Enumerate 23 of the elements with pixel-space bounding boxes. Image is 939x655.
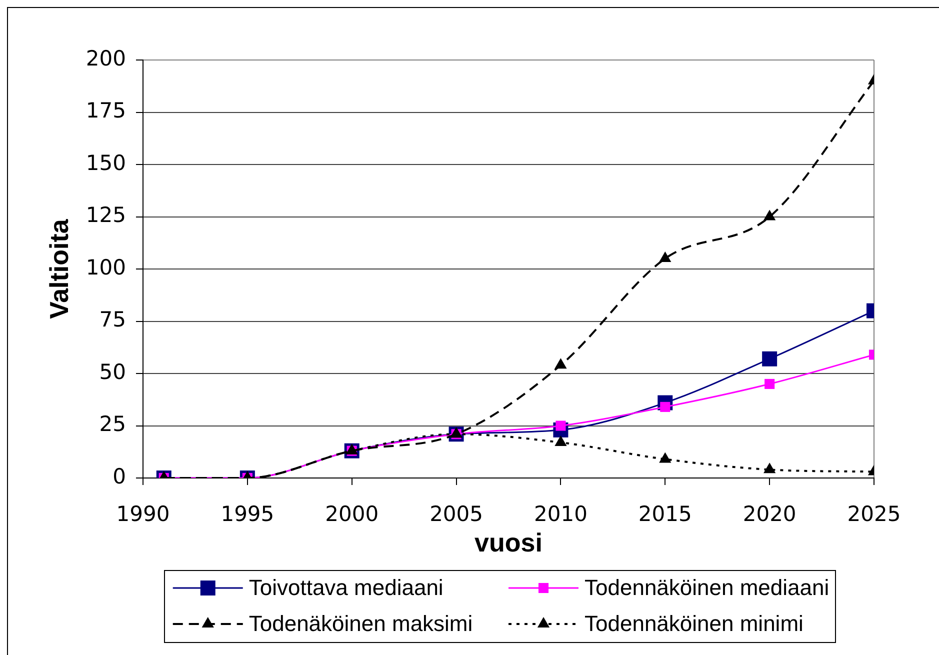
y-tick-label: 150 [86, 150, 126, 175]
x-tick-label: 2000 [325, 502, 379, 526]
y-tick-label: 75 [99, 308, 126, 332]
y-tick-label: 200 [86, 46, 126, 70]
y-tick-label: 175 [86, 98, 126, 123]
x-tick-label: 2005 [430, 502, 484, 526]
legend-label: Todennäköinen minimi [584, 611, 804, 636]
x-tick-label: 1990 [116, 502, 170, 526]
y-tick-label: 125 [86, 203, 126, 228]
y-axis-title: Valtioita [44, 218, 74, 319]
y-tick-label: 0 [112, 464, 126, 488]
x-tick-label: 2020 [742, 502, 796, 526]
x-axis-title: vuosi [474, 528, 542, 558]
x-tick-label: 1995 [220, 502, 274, 526]
x-tick-label: 2015 [638, 502, 692, 526]
y-tick-label: 100 [86, 255, 126, 280]
legend-label: Todenäköinen maksimi [248, 611, 473, 636]
legend-label: Todennäköinen mediaani [584, 575, 830, 600]
x-tick-label: 2025 [847, 502, 901, 526]
legend-label: Toivottava mediaani [248, 575, 444, 600]
y-tick-label: 50 [99, 360, 126, 384]
y-tick-label: 25 [99, 412, 126, 436]
x-tick-label: 2010 [534, 502, 588, 526]
